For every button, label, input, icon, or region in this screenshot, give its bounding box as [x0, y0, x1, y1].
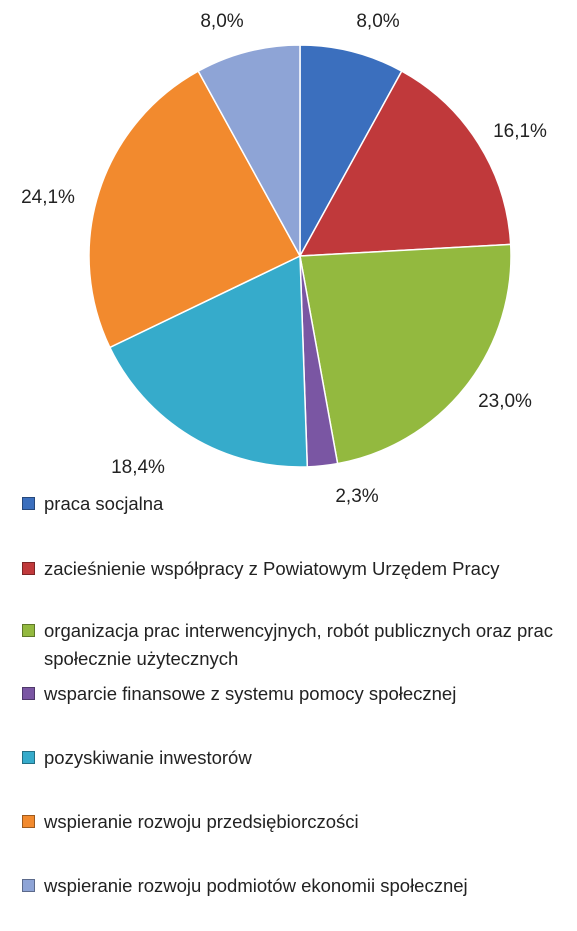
legend-swatch: [22, 815, 35, 828]
legend-label: wspieranie rozwoju przedsiębiorczości: [44, 811, 359, 832]
data-label: 2,3%: [335, 486, 378, 507]
legend-label: zacieśnienie współpracy z Powiatowym Urz…: [44, 558, 500, 579]
legend-swatch: [22, 751, 35, 764]
legend-item: wspieranie rozwoju podmiotów ekonomii sp…: [22, 872, 572, 900]
legend-label: organizacja prac interwencyjnych, robót …: [44, 620, 554, 669]
pie-slice: [88, 70, 302, 349]
data-label: 24,1%: [21, 187, 75, 208]
pie-slice: [299, 243, 512, 465]
legend-label: pozyskiwanie inwestorów: [44, 747, 252, 768]
legend-swatch: [22, 497, 35, 510]
legend-item: wspieranie rozwoju przedsiębiorczości: [22, 808, 572, 836]
pie-slice: [197, 44, 301, 257]
legend-item: organizacja prac interwencyjnych, robót …: [22, 617, 572, 673]
pie-slice: [298, 70, 512, 257]
legend-item: praca socjalna: [22, 490, 572, 518]
data-label: 23,0%: [478, 391, 532, 412]
legend-label: wspieranie rozwoju podmiotów ekonomii sp…: [44, 875, 468, 896]
legend-item: pozyskiwanie inwestorów: [22, 744, 572, 772]
legend-label: praca socjalna: [44, 493, 164, 514]
legend-swatch: [22, 687, 35, 700]
legend-swatch: [22, 624, 35, 637]
data-label: 16,1%: [493, 121, 547, 142]
data-label: 18,4%: [111, 457, 165, 478]
pie-slice: [299, 44, 403, 257]
legend-swatch: [22, 879, 35, 892]
data-label: 8,0%: [356, 11, 399, 32]
legend-swatch: [22, 562, 35, 575]
pie-slice: [108, 254, 309, 468]
legend-item: zacieśnienie współpracy z Powiatowym Urz…: [22, 555, 572, 583]
data-label: 8,0%: [200, 11, 243, 32]
legend-item: wsparcie finansowe z systemu pomocy społ…: [22, 680, 572, 708]
legend-label: wsparcie finansowe z systemu pomocy społ…: [44, 683, 457, 704]
